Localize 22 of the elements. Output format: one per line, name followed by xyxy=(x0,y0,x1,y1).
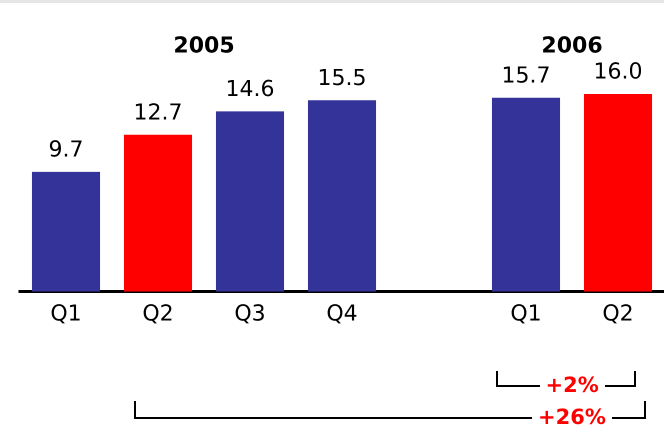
text: +2% xyxy=(540,373,605,397)
bar xyxy=(124,134,192,292)
x-tick-label: Q1 xyxy=(50,302,82,327)
text: 2006 xyxy=(541,34,603,59)
text: +26% xyxy=(532,405,612,429)
data-label: 15.7 xyxy=(502,63,550,88)
data-label: 9.7 xyxy=(48,138,84,163)
data-label: 14.6 xyxy=(226,77,274,102)
x-tick-label: Q3 xyxy=(234,302,266,327)
data-label: 15.5 xyxy=(318,66,366,91)
x-tick-label: Q2 xyxy=(142,302,174,327)
bar xyxy=(216,111,284,292)
text: 2005 xyxy=(173,34,235,59)
bar xyxy=(492,98,560,292)
bar xyxy=(32,172,100,292)
x-tick-label: Q1 xyxy=(510,302,542,327)
data-label: 12.7 xyxy=(134,100,182,126)
bar xyxy=(584,94,652,292)
x-tick-label: Q2 xyxy=(602,302,634,327)
data-label: 16.0 xyxy=(594,60,642,85)
bar xyxy=(308,100,376,292)
x-tick-label: Q4 xyxy=(326,302,358,327)
